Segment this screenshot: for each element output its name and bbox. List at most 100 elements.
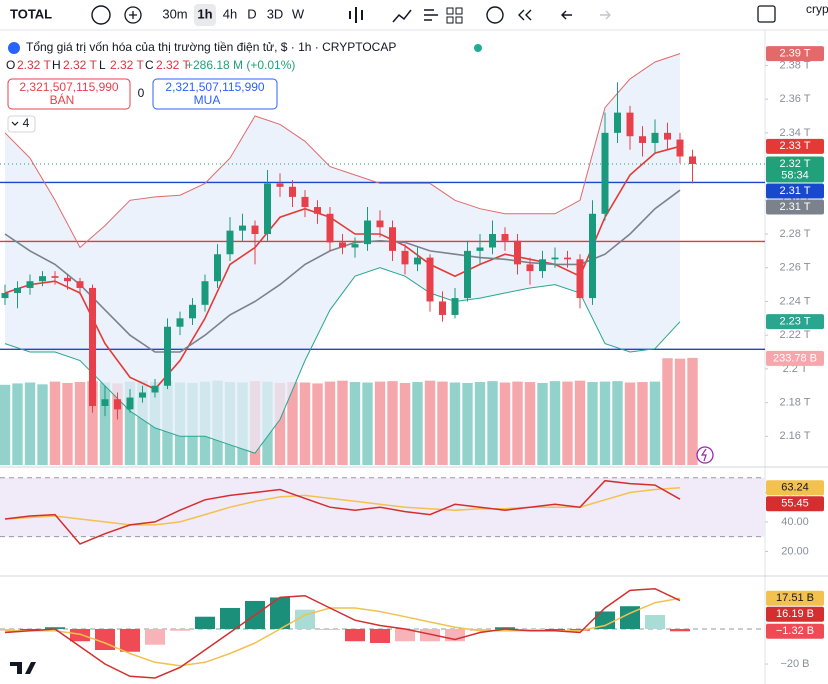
templates-icon[interactable] [424,9,438,21]
volume-bar [87,381,98,465]
symbol[interactable]: TOTAL [10,6,52,21]
macd-histogram-bar [20,628,40,630]
macd-histogram-bar [520,628,540,630]
interval[interactable]: D [247,6,256,21]
macd-histogram-bar [295,609,315,629]
volume-bar [274,382,286,465]
fullscreen-icon[interactable] [757,5,776,23]
layout-icon [455,16,463,24]
macd-histogram-bar [670,628,690,632]
volume-bar [587,382,598,465]
buy-button[interactable] [152,78,278,110]
price-label-box [766,156,824,183]
volume-bar [612,381,623,465]
volume-bar [0,384,11,465]
undo-icon[interactable] [561,10,572,20]
layout-icon[interactable] [446,7,454,15]
volume-bar [637,382,648,465]
candle-body [526,264,534,272]
interval[interactable]: W [292,6,305,21]
candle-body [139,392,146,398]
candle-body [614,112,621,133]
candle-body [664,132,671,140]
volume-bar [562,381,573,465]
y-tick-label: 2.28 T [780,228,811,240]
ohlc-value: 2.32 T [110,58,144,72]
volume-bar [362,382,373,465]
volume-bar [487,381,498,465]
candle-body [126,397,134,410]
alert-icon[interactable] [486,6,504,24]
rsi-label-box [766,480,824,496]
macd-histogram-bar [170,628,190,631]
lightning-bolt [700,448,707,462]
macd-histogram-bar [0,628,15,631]
volume-bar [649,381,661,465]
macd-histogram-bar [70,628,90,642]
candle-type-icon[interactable] [349,7,363,23]
ohlc-key: H [52,58,61,72]
volume-bar [99,382,111,465]
volume-bar [112,383,123,465]
macd-histogram-bar [145,628,165,645]
volume-bar [37,384,48,465]
candle-body [326,213,334,243]
volume-bar [287,382,298,465]
redo-icon[interactable] [600,10,611,20]
interval[interactable]: 1h [197,6,212,21]
price-label: 2.31 T [780,185,811,197]
ohlc-key: C [145,58,154,72]
macd-histogram-bar [470,628,490,631]
interval[interactable]: 30m [162,6,187,21]
chevron [11,121,19,126]
candle-body [426,257,434,302]
macd-histogram-bar [120,628,140,652]
macd-histogram-bar [45,627,65,629]
interval[interactable]: 3D [267,6,284,21]
candle-body [689,156,696,165]
volume-bar [524,382,536,465]
volume-bar [299,382,311,465]
price-label-box [766,314,824,330]
macd-line [4,587,681,679]
indicators-icon[interactable] [392,9,412,23]
y-tick-label: 2.18 T [780,397,811,409]
candle-body [39,276,46,282]
price-label-box [766,46,824,62]
interval[interactable]: 4h [223,6,237,21]
candle-body [301,196,309,208]
add-icon[interactable] [124,6,142,24]
candle-body [339,242,346,248]
candle-body [364,220,371,245]
macd-histogram-bar [420,628,440,642]
candle-body [601,132,609,214]
indicator-toggle[interactable] [7,115,36,133]
candle-body [389,227,396,251]
volume-label: 233.78 B [773,352,817,364]
volume-bar [687,357,698,465]
candle-body [64,277,71,282]
candle-body [189,304,196,319]
candle-body [201,281,209,305]
candle-body [439,301,446,315]
candle-body [276,183,284,187]
candle-body [639,136,646,143]
candle-body [564,257,571,260]
macd-label-box [766,623,824,639]
replay-icon[interactable] [518,9,532,21]
volume-bar [337,380,348,465]
symbol-cut: cryp [806,2,828,16]
candle-body [76,281,84,288]
macd-histogram-bar [345,628,365,642]
volume-bar [424,380,436,465]
overlay-line [4,145,681,391]
candle-body [464,250,471,299]
candle-body [251,225,259,235]
ohlc-key: O [6,58,15,72]
candle-body [414,257,421,265]
sell-button[interactable] [7,78,131,110]
candle-body [264,183,271,235]
compare-icon[interactable] [91,5,111,25]
volume-bar [124,381,136,465]
